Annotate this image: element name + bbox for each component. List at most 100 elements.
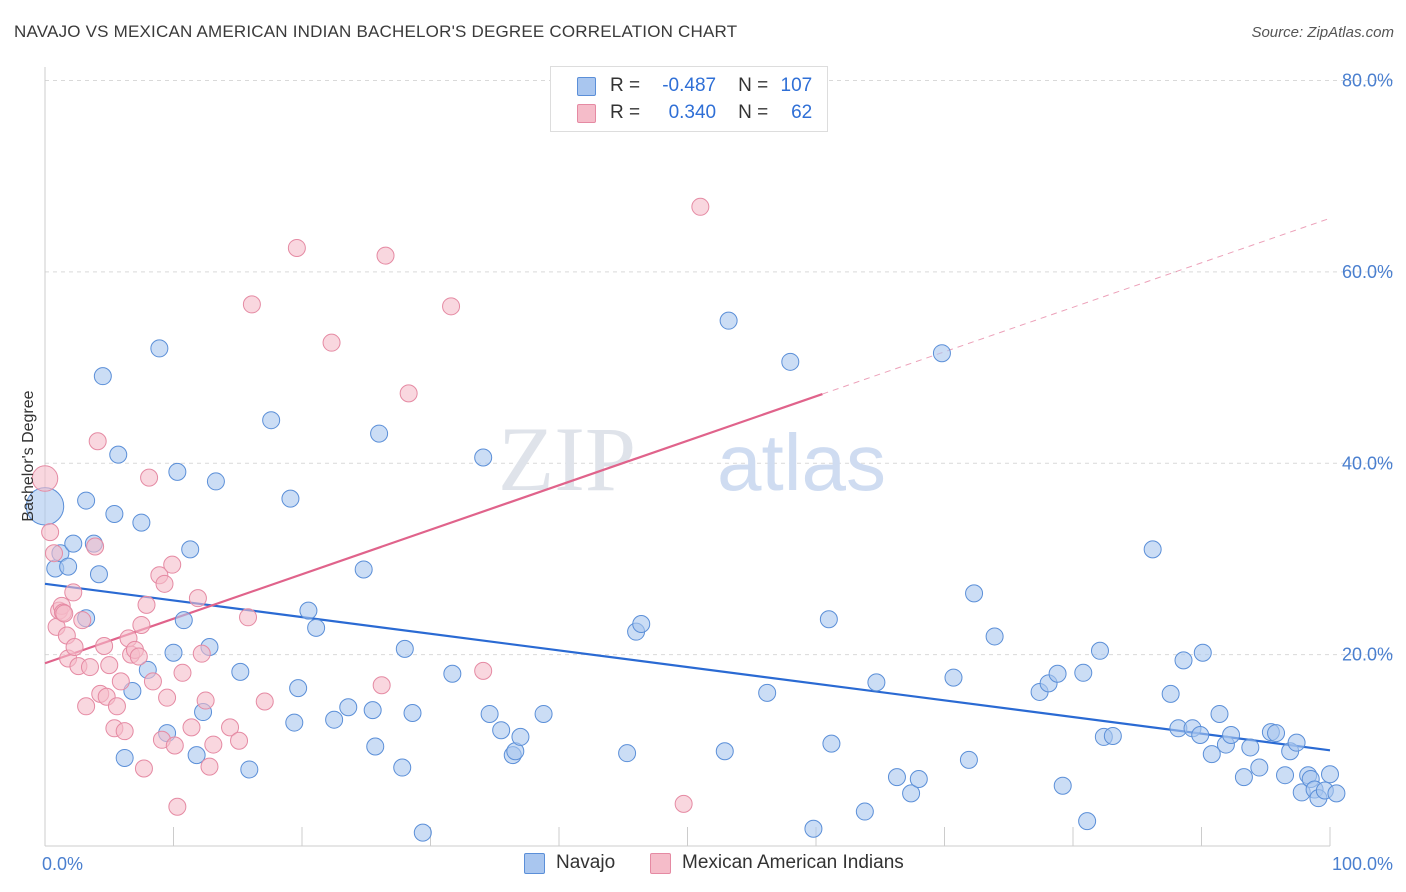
mexican-point xyxy=(73,611,92,630)
navajo-point xyxy=(366,737,385,756)
mexican-point xyxy=(41,523,60,542)
navajo-point xyxy=(867,673,886,692)
navajo-point xyxy=(1327,784,1346,803)
mexican-point xyxy=(86,537,105,556)
legend-n-value-mexican: 62 xyxy=(791,102,813,123)
bottom-legend-navajo-label: Navajo xyxy=(556,852,616,873)
navajo-point xyxy=(534,704,553,723)
navajo-point xyxy=(944,668,963,687)
navajo-point xyxy=(181,540,200,559)
mexican-point xyxy=(64,583,83,602)
mexican-point xyxy=(100,656,119,675)
legend-box: R = -0.487 N = 107 R = 0.340 N = 62 xyxy=(550,66,828,132)
mexican-point xyxy=(155,574,174,593)
navajo-point xyxy=(1048,664,1067,683)
watermark-zip: ZIP xyxy=(498,408,636,510)
mexican-point xyxy=(137,595,156,614)
x-tick-label: 100.0% xyxy=(1332,854,1393,874)
navajo-point xyxy=(804,819,823,838)
watermark-atlas: atlas xyxy=(717,418,886,507)
navajo-point xyxy=(59,557,78,576)
navajo-point xyxy=(354,560,373,579)
navajo-point xyxy=(395,639,414,658)
mexican-swatch xyxy=(577,103,596,123)
navajo-point xyxy=(307,618,326,637)
navajo-point xyxy=(758,683,777,702)
navajo-point xyxy=(339,698,358,717)
navajo-point xyxy=(719,311,738,330)
navajo-point xyxy=(123,681,142,700)
navajo-point xyxy=(105,504,124,523)
navajo-point xyxy=(1090,641,1109,660)
navajo-point xyxy=(822,734,841,753)
navajo-point xyxy=(174,611,193,630)
navajo-point xyxy=(285,713,304,732)
mexican-point xyxy=(129,647,148,666)
mexican-point xyxy=(77,697,96,716)
navajo-swatch xyxy=(577,76,596,96)
navajo-point xyxy=(1210,704,1229,723)
trend-lines xyxy=(44,217,1331,752)
navajo-point xyxy=(231,662,250,681)
mexican-point xyxy=(287,238,306,257)
navajo-point xyxy=(1074,663,1093,682)
mexican-point xyxy=(80,658,99,677)
mexican-point xyxy=(168,797,187,816)
bottom-legend: Navajo Mexican American Indians xyxy=(0,852,1406,878)
mexican-point xyxy=(691,197,710,216)
bottom-legend-mexican: Mexican American Indians xyxy=(650,852,904,874)
navajo-point xyxy=(393,758,412,777)
navajo-point xyxy=(363,701,382,720)
navajo-point xyxy=(474,448,493,467)
navajo-point xyxy=(819,610,838,629)
navajo-point xyxy=(370,424,389,443)
navajo-point xyxy=(281,489,300,508)
navajo-point xyxy=(64,534,83,553)
source-label: Source: ZipAtlas.com xyxy=(1251,24,1394,41)
navajo-point xyxy=(299,601,318,620)
mexican-point xyxy=(55,604,74,623)
navajo-point xyxy=(985,627,1004,646)
navajo-point xyxy=(932,344,951,363)
navajo-point xyxy=(93,367,112,386)
legend-r-label: R = xyxy=(610,75,641,96)
y-tick-label: 20.0% xyxy=(1342,645,1393,665)
x-tick-label: 0.0% xyxy=(42,854,83,874)
navajo-point xyxy=(965,584,984,603)
navajo-swatch xyxy=(524,852,545,874)
mexican-point xyxy=(200,757,219,776)
navajo-trend-line xyxy=(44,582,1331,752)
mexican-point xyxy=(196,691,215,710)
mexican-point xyxy=(188,589,207,608)
navajo-point xyxy=(1267,724,1286,743)
navajo-point xyxy=(1222,726,1241,745)
mexican-point xyxy=(115,722,134,741)
mexican-point xyxy=(132,615,151,634)
mexican-point xyxy=(65,637,84,656)
mexican-point xyxy=(442,297,461,316)
navajo-point xyxy=(132,513,151,532)
navajo-point xyxy=(715,742,734,761)
mexican-point xyxy=(474,661,493,680)
navajo-point xyxy=(902,784,921,803)
navajo-point xyxy=(632,615,651,634)
navajo-point xyxy=(115,748,134,767)
mexican-point xyxy=(204,735,223,754)
navajo-point xyxy=(168,462,187,481)
mexican-point xyxy=(111,672,130,691)
navajo-point xyxy=(289,679,308,698)
mexican-swatch xyxy=(650,852,671,874)
navajo-point xyxy=(1321,765,1339,784)
y-axis-label: Bachelor's Degree xyxy=(20,390,37,521)
navajo-point xyxy=(480,704,499,723)
mexican-point xyxy=(95,637,114,656)
navajo-point xyxy=(781,352,800,371)
mexican-trend-line xyxy=(44,393,823,665)
data-points xyxy=(25,197,1346,842)
navajo-point xyxy=(262,411,281,430)
legend-n-label: N = xyxy=(738,102,769,123)
legend-r-value-navajo: -0.487 xyxy=(662,75,717,96)
mexican-point xyxy=(143,672,162,691)
navajo-point xyxy=(206,472,225,491)
